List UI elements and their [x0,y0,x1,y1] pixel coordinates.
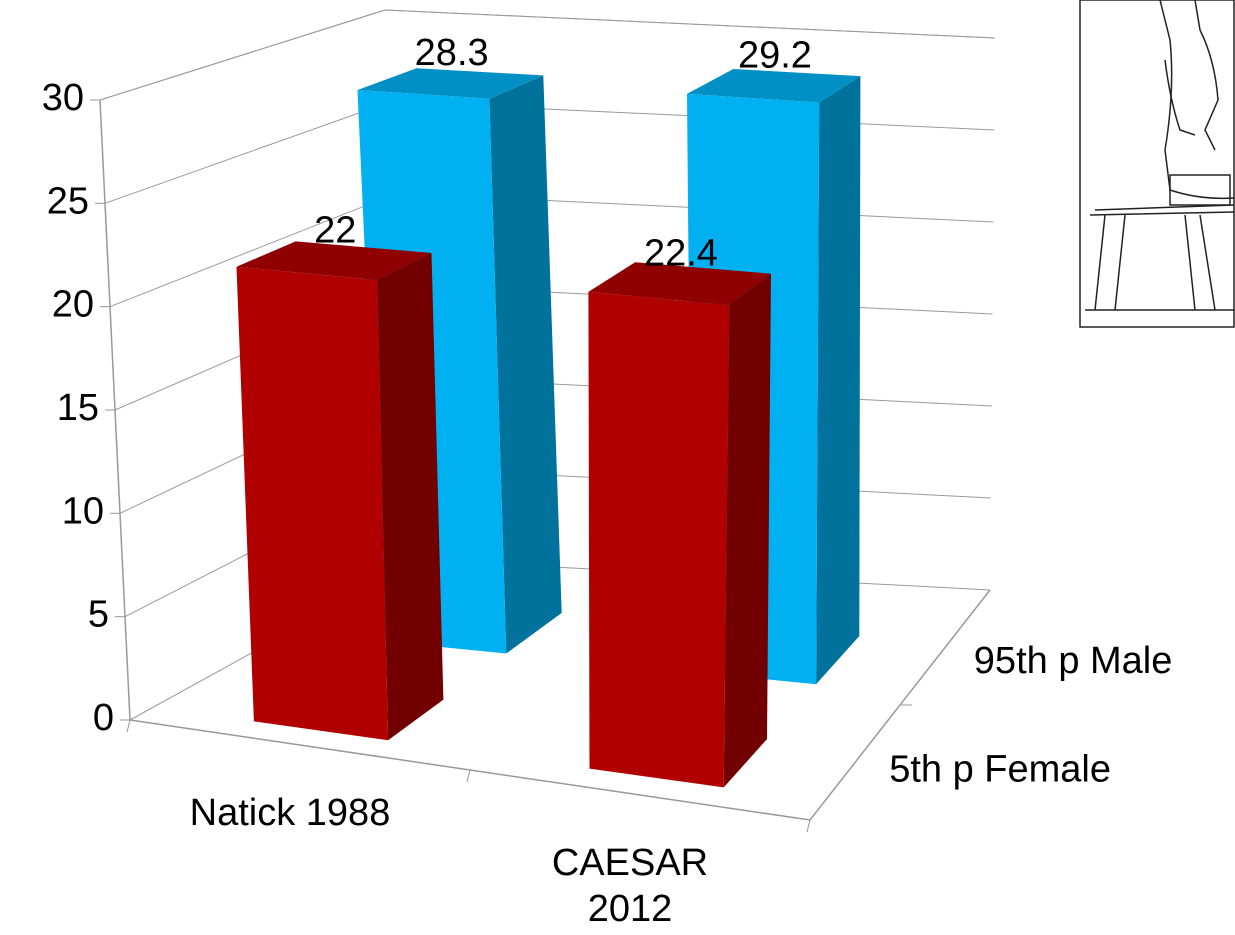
x-tick-label: Natick 1988 [180,790,400,836]
page: 0 5 10 15 20 25 30 5th p Female 95th p Male 28.3 2… [0,0,1235,935]
value-label: 29.2 [738,34,812,76]
y-tick-label: 20 [52,284,94,326]
bar-front [237,267,389,741]
plot: 0 5 10 15 20 25 30 5th p Female 95th p Male 28.3 2… [42,10,1173,832]
x-tick [467,770,470,782]
y-tick-label: 15 [57,387,99,429]
y-tick-label: 5 [88,594,109,636]
legend-label: 5th p Female [889,748,1111,790]
x-tick-label: CAESAR 2012 [520,840,740,932]
value-label: 22 [314,209,356,251]
illustration [1080,0,1234,327]
bar [237,241,444,740]
y-tick-label: 0 [93,697,114,739]
wall-edge [100,10,995,100]
bar [588,262,771,787]
value-label: 28.3 [415,32,489,74]
bar-front [588,292,729,788]
y-tick-label: 25 [47,180,89,222]
value-label: 22.4 [644,232,718,274]
x-tick [127,720,130,732]
grid-line [100,10,995,100]
legend-label: 95th p Male [974,640,1173,682]
y-tick-label: 30 [42,77,84,119]
bar-side [816,76,860,684]
x-tick [807,820,810,832]
bar-side [724,274,771,788]
y-tick-label: 10 [62,490,104,532]
grid-line [105,102,994,204]
